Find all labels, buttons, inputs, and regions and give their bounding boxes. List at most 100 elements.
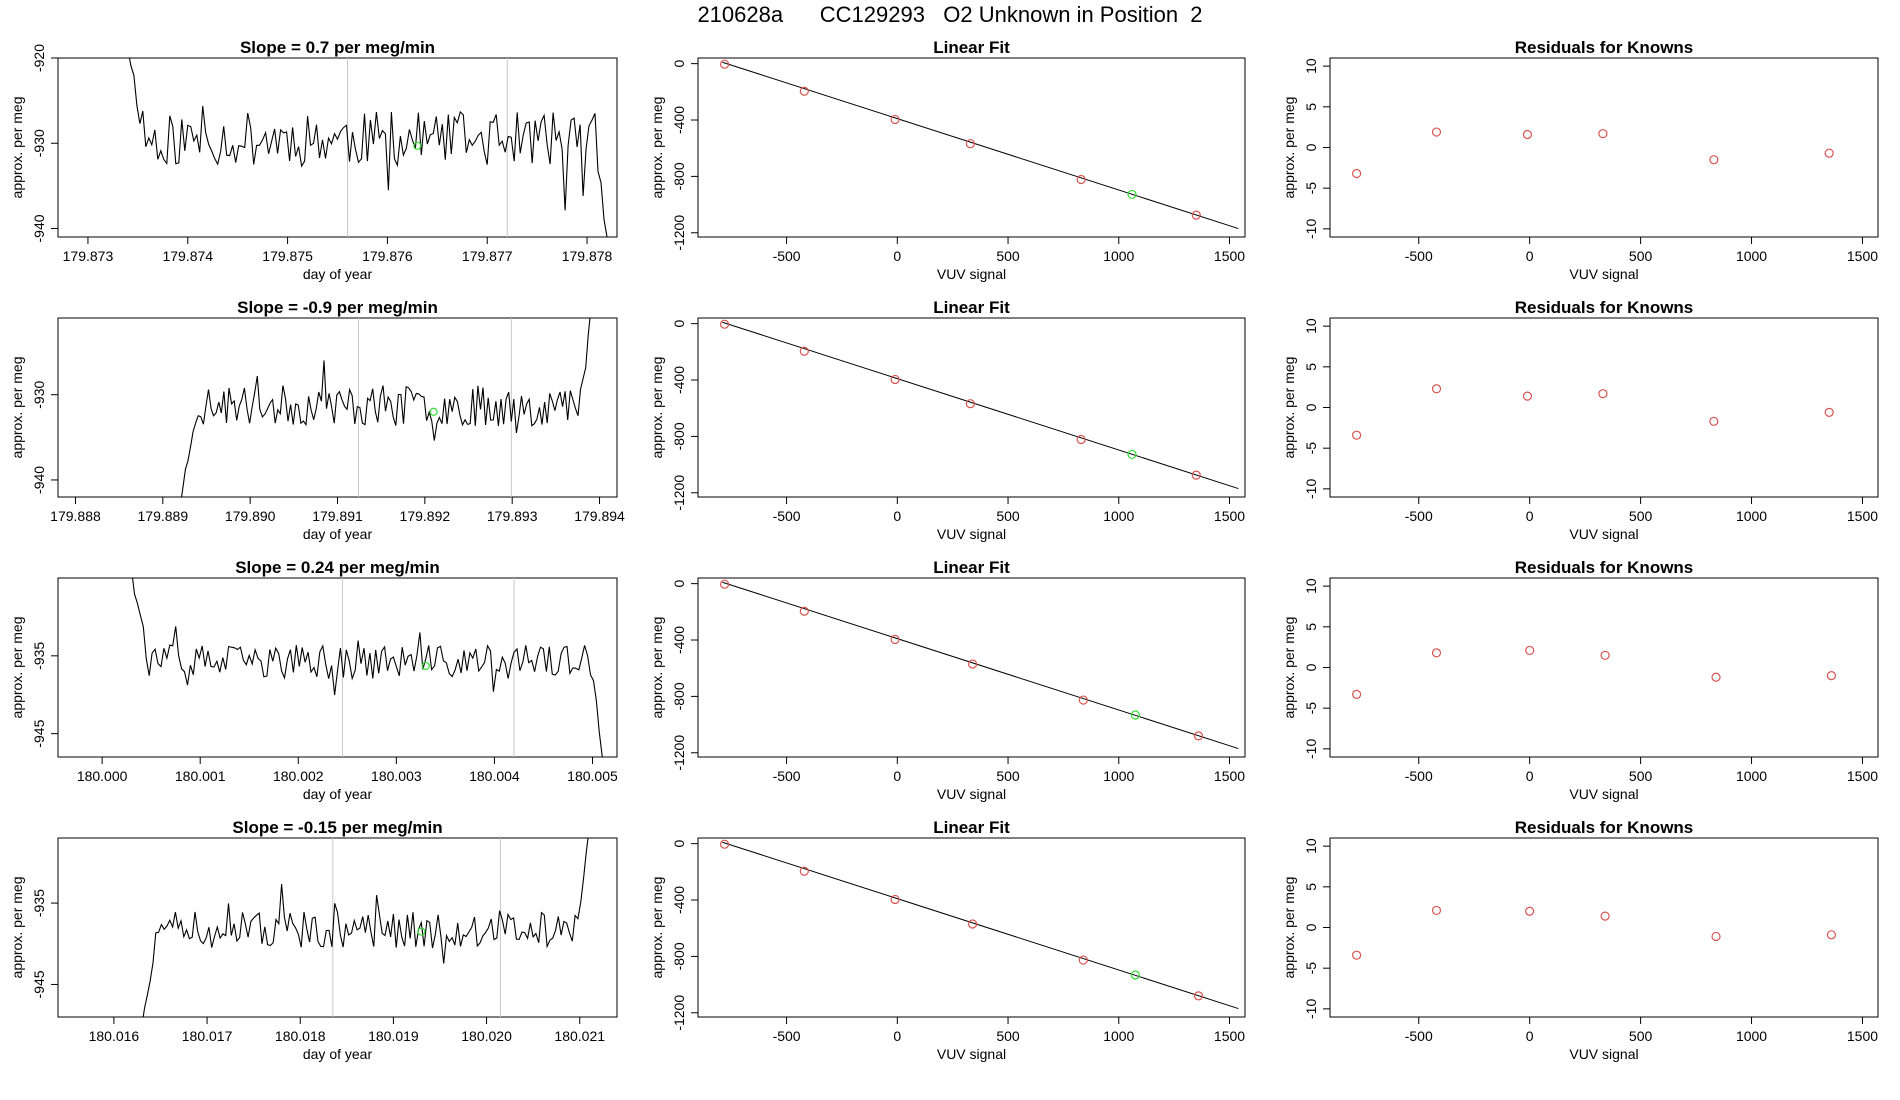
residual-point (1826, 930, 1837, 940)
known-standard-point (890, 634, 900, 645)
plot-frame (1329, 317, 1879, 498)
x-tick-label: 180.005 (567, 768, 618, 784)
y-tick-label: -800 (671, 422, 687, 450)
y-tick-label: -400 (671, 886, 687, 914)
y-tick-label: -10 (1303, 999, 1319, 1019)
known-standard-point (1191, 210, 1201, 220)
y-axis-label: approx. per meg (649, 877, 665, 979)
known-standard-point (799, 866, 809, 876)
x-tick-label: 179.888 (50, 508, 101, 524)
x-tick-label: 500 (1629, 508, 1653, 524)
x-tick-label: 0 (1526, 508, 1534, 524)
x-tick-label: 0 (1526, 1028, 1534, 1044)
figure-title: 210628a CC129293 O2 Unknown in Position … (697, 2, 1203, 27)
known-standard-point (1078, 695, 1088, 705)
x-axis-label: day of year (303, 1046, 373, 1062)
y-axis-label: approx. per meg (9, 877, 25, 979)
known-standard-point (1078, 955, 1088, 965)
known-standard-point (890, 114, 900, 125)
panel-timeseries-row2: Slope = -0.9 per meg/min 179.888 179.889 17… (9, 298, 625, 542)
fit-line (722, 841, 1239, 1010)
residual-point (1824, 407, 1834, 417)
y-axis-label: approx. per meg (9, 97, 25, 199)
x-tick-label: 180.020 (461, 1028, 512, 1044)
residual-point (1352, 689, 1362, 699)
plot-frame (57, 57, 618, 238)
residual-point (1352, 950, 1362, 960)
plot-frame (1329, 57, 1879, 238)
x-tick-label: 1000 (1736, 508, 1767, 524)
y-tick-label: -940 (31, 214, 47, 242)
residual-point (1431, 648, 1442, 658)
plot-frame (57, 837, 618, 1018)
y-axis-label: approx. per meg (649, 617, 665, 719)
x-tick-label: 179.892 (400, 508, 451, 524)
y-tick-label: -400 (671, 106, 687, 134)
plot-frame (697, 577, 1246, 758)
x-tick-label: 1500 (1214, 248, 1245, 264)
y-tick-label: 0 (1303, 403, 1319, 411)
x-tick-label: 180.017 (182, 1028, 233, 1044)
y-tick-label: -945 (31, 970, 47, 998)
x-tick-label: 500 (996, 1028, 1020, 1044)
y-tick-label: -930 (31, 380, 47, 408)
panel-residual-row4: Residuals for Knowns -500 0 500 1000 1500 10 5 0… (1281, 818, 1879, 1062)
panel-title: Residuals for Knowns (1515, 298, 1694, 317)
y-tick-label: -10 (1303, 739, 1319, 759)
timeseries-line (131, 578, 603, 757)
x-axis-label: VUV signal (937, 1046, 1006, 1062)
x-tick-label: 179.889 (138, 508, 189, 524)
x-tick-label: 0 (893, 1028, 901, 1044)
x-tick-label: 500 (996, 768, 1020, 784)
plot-frame (697, 57, 1246, 238)
residual-point (1522, 129, 1533, 140)
x-tick-label: 500 (996, 508, 1020, 524)
residual-point (1600, 650, 1610, 660)
y-tick-label: -945 (31, 719, 47, 747)
x-tick-label: 1000 (1736, 248, 1767, 264)
y-tick-label: -400 (671, 366, 687, 394)
x-tick-label: 179.876 (362, 248, 413, 264)
residual-point (1711, 672, 1721, 682)
timeseries-line (128, 58, 608, 237)
y-axis-label: approx. per meg (9, 357, 25, 459)
known-standard-point (1193, 991, 1204, 1001)
y-tick-label: -1200 (671, 735, 687, 771)
panel-title: Slope = -0.15 per meg/min (232, 818, 442, 837)
x-tick-label: 179.893 (487, 508, 538, 524)
y-tick-label: -920 (31, 44, 47, 72)
panel-linear-row4: Linear Fit -500 0 500 1000 1500 0 -400 -800 -1200… (649, 818, 1246, 1062)
x-axis-label: day of year (303, 526, 373, 542)
y-axis-label: approx. per meg (1281, 617, 1297, 719)
x-axis-label: day of year (303, 786, 373, 802)
y-tick-label: 0 (1303, 923, 1319, 931)
panel-title: Linear Fit (933, 298, 1010, 317)
x-tick-label: 180.004 (469, 768, 520, 784)
residual-point (1352, 430, 1362, 440)
residual-point (1598, 389, 1608, 399)
unknown-sample-point (429, 407, 438, 416)
y-tick-label: 5 (1303, 103, 1319, 111)
residual-point (1598, 129, 1608, 139)
plot-frame (57, 577, 618, 758)
x-tick-label: 1000 (1103, 248, 1134, 264)
x-tick-label: -500 (773, 1028, 801, 1044)
x-tick-label: 180.002 (273, 768, 324, 784)
plot-frame (1329, 577, 1879, 758)
residual-point (1600, 911, 1610, 921)
known-standard-point (719, 319, 730, 329)
known-standard-point (968, 919, 978, 929)
known-standard-point (890, 894, 900, 905)
x-axis-label: VUV signal (937, 526, 1006, 542)
unknown-sample-point (1127, 189, 1137, 200)
known-standard-point (719, 839, 730, 849)
x-tick-label: 179.894 (574, 508, 625, 524)
y-axis-label: approx. per meg (1281, 357, 1297, 459)
x-tick-label: 500 (1629, 1028, 1653, 1044)
panel-title: Residuals for Knowns (1515, 38, 1694, 57)
y-axis-label: approx. per meg (1281, 877, 1297, 979)
x-axis-label: VUV signal (937, 266, 1006, 282)
known-standard-point (1191, 470, 1201, 480)
x-tick-label: 180.018 (275, 1028, 326, 1044)
